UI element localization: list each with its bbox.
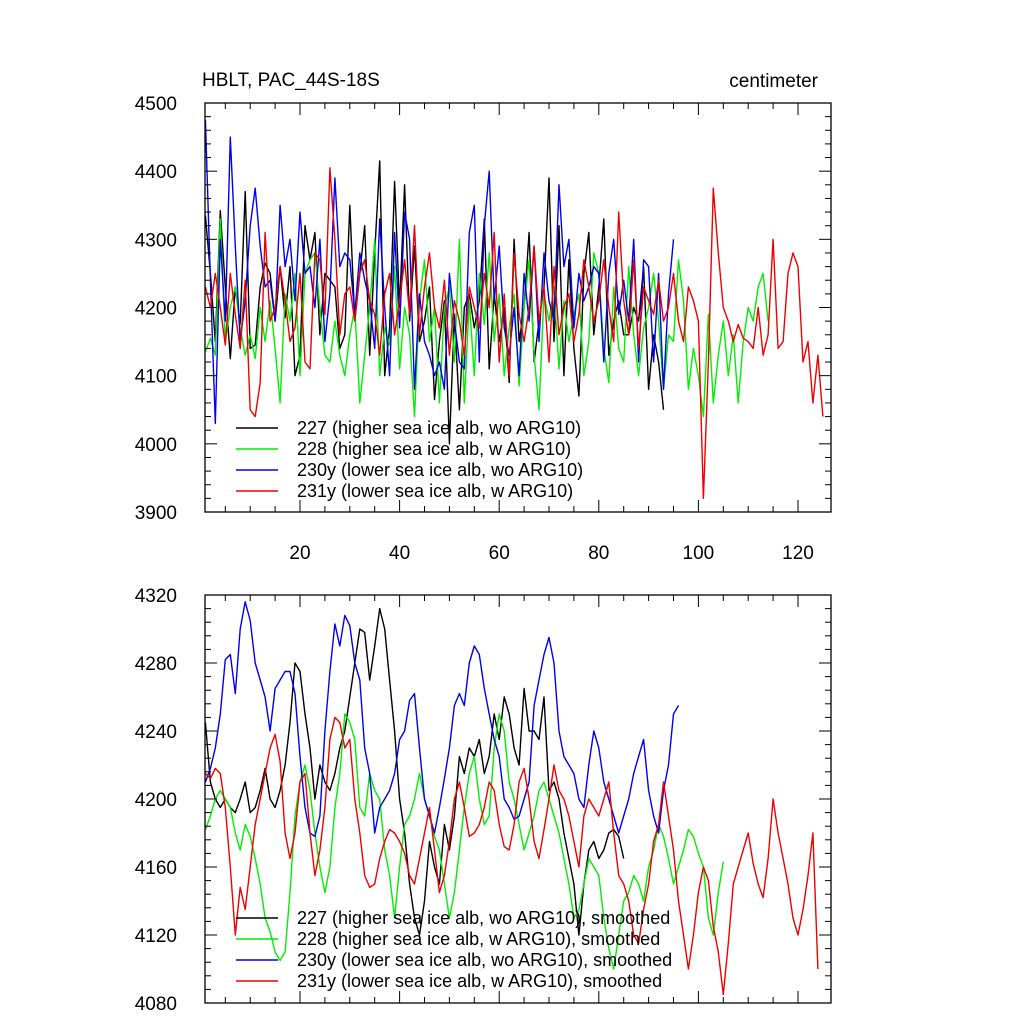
bottom-legend: 227 (higher sea ice alb, wo ARG10), smoo…	[236, 908, 672, 991]
series-line-s227	[204, 160, 665, 445]
legend-label-s231y: 231y (lower sea ice alb, w ARG10)	[297, 481, 573, 501]
y-tick-label: 4120	[135, 926, 177, 947]
y-tick-label: 4100	[135, 367, 177, 388]
series-line-s227	[204, 607, 625, 936]
series-line-s231y	[204, 716, 819, 996]
y-tick-label: 4000	[135, 435, 177, 456]
top-panel: HBLT, PAC_44S-18S centimeter 3900 4000 410…	[135, 70, 832, 564]
legend-label-s230y: 230y (lower sea ice alb, wo ARG10), smoo…	[297, 950, 672, 970]
x-tick-label: 100	[683, 543, 715, 564]
bottom-panel: 4080 4120 4160 4200 4240 4280 4320 227 (higher…	[135, 586, 832, 1015]
top-plot-frame	[204, 102, 832, 513]
y-tick-label: 4200	[135, 299, 177, 320]
bottom-axis-ticks: 4080 4120 4160 4200 4240 4280 4320	[135, 586, 831, 1015]
top-series-lines	[204, 119, 824, 500]
y-tick-label: 4500	[135, 94, 177, 115]
y-tick-label: 4160	[135, 858, 177, 879]
series-line-s228	[204, 218, 769, 418]
x-tick-label: 20	[289, 543, 310, 564]
x-tick-label: 40	[389, 543, 410, 564]
x-tick-label: 60	[489, 543, 510, 564]
legend-label-s230y: 230y (lower sea ice alb, wo ARG10)	[297, 460, 583, 480]
bottom-plot-frame	[204, 594, 832, 1004]
legend-label-s227: 227 (higher sea ice alb, wo ARG10)	[297, 418, 581, 438]
y-tick-label: 4280	[135, 654, 177, 675]
series-line-s230y	[204, 601, 680, 838]
series-line-s230y	[204, 119, 675, 425]
y-tick-label: 4400	[135, 162, 177, 183]
top-panel-title: HBLT, PAC_44S-18S	[202, 70, 380, 91]
series-line-s231y	[204, 167, 824, 500]
legend-label-s231y: 231y (lower sea ice alb, w ARG10), smoot…	[297, 971, 662, 991]
y-tick-label: 4080	[135, 994, 177, 1015]
legend-label-s227: 227 (higher sea ice alb, wo ARG10), smoo…	[297, 908, 670, 928]
y-tick-label: 4240	[135, 722, 177, 743]
top-legend: 227 (higher sea ice alb, wo ARG10)228 (h…	[236, 418, 583, 501]
bottom-series-lines	[204, 601, 819, 996]
top-axis-ticks: 3900 4000 4100 4200 4300 4400 4500 20 40 60 80 100 1…	[135, 94, 831, 564]
top-panel-units: centimeter	[729, 71, 818, 92]
y-tick-label: 4320	[135, 586, 177, 607]
x-tick-label: 80	[588, 543, 609, 564]
y-tick-label: 4200	[135, 790, 177, 811]
y-tick-label: 4300	[135, 230, 177, 251]
legend-label-s228: 228 (higher sea ice alb, w ARG10), smoot…	[297, 929, 660, 949]
y-tick-label: 3900	[135, 503, 177, 524]
legend-label-s228: 228 (higher sea ice alb, w ARG10)	[297, 439, 571, 459]
x-tick-label: 120	[782, 543, 814, 564]
